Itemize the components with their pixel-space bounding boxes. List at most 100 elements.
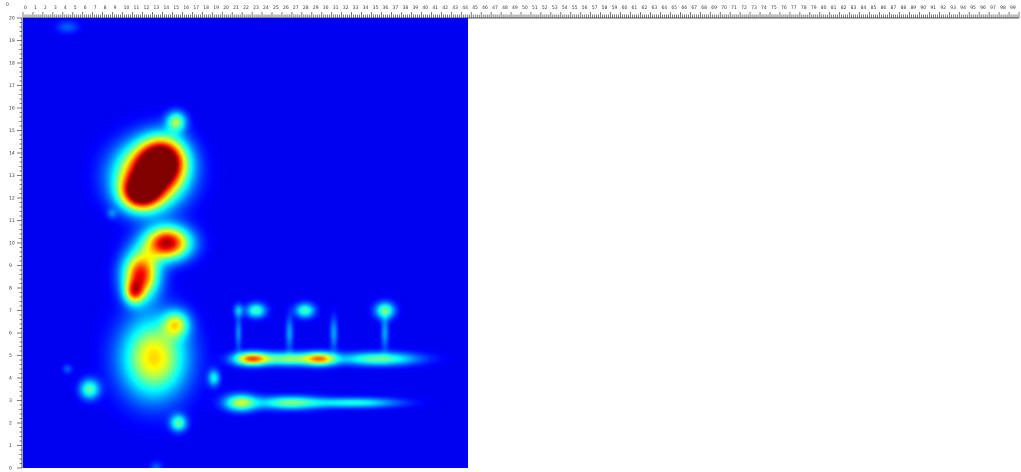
x-tick-label: 90 — [920, 5, 926, 11]
x-tick-label: 3 — [54, 5, 57, 11]
x-tick-label: 42 — [442, 5, 448, 11]
x-tick-label: 0 — [24, 5, 27, 11]
x-tick-label: 52 — [542, 5, 548, 11]
x-tick-label: 87 — [891, 5, 897, 11]
x-tick-label: 14 — [163, 5, 169, 11]
y-tick-label: 19 — [9, 38, 15, 44]
y-tick-label: 9 — [9, 263, 12, 269]
x-tick-label: 81 — [831, 5, 837, 11]
y-tick-label: 20 — [9, 16, 15, 22]
x-tick-label: 13 — [153, 5, 159, 11]
y-tick-label: 3 — [9, 398, 12, 404]
x-tick-label: 43 — [452, 5, 458, 11]
x-tick-label: 11 — [134, 5, 140, 11]
x-tick-label: 30 — [323, 5, 329, 11]
x-tick-label: 67 — [691, 5, 697, 11]
x-tick-label: 16 — [183, 5, 189, 11]
x-tick-label: 38 — [402, 5, 408, 11]
x-tick-label: 53 — [552, 5, 558, 11]
x-tick-label: 56 — [582, 5, 588, 11]
x-tick-label: 4 — [64, 5, 67, 11]
x-tick-label: 21 — [233, 5, 239, 11]
heatmap-image — [23, 18, 468, 468]
y-tick-label: 4 — [9, 376, 12, 382]
x-tick-label: 58 — [602, 5, 608, 11]
x-tick-label: 89 — [910, 5, 916, 11]
y-tick-label: 17 — [9, 83, 15, 89]
y-tick-label: 10 — [9, 241, 15, 247]
x-tick-label: 51 — [532, 5, 538, 11]
x-tick-label: 50 — [522, 5, 528, 11]
x-tick-label: 66 — [681, 5, 687, 11]
x-tick-label: 62 — [642, 5, 648, 11]
x-tick-label: 46 — [482, 5, 488, 11]
x-tick-label: 80 — [821, 5, 827, 11]
plot-area — [23, 18, 468, 468]
x-tick-label: 26 — [283, 5, 289, 11]
x-tick-label: 41 — [432, 5, 438, 11]
x-tick-label: 44 — [462, 5, 468, 11]
y-tick-label: 7 — [9, 308, 12, 314]
x-tick-label: 65 — [671, 5, 677, 11]
x-tick-label: 8 — [104, 5, 107, 11]
x-tick-label: 95 — [970, 5, 976, 11]
x-tick-label: 7 — [94, 5, 97, 11]
x-tick-label: 33 — [353, 5, 359, 11]
x-tick-label: 69 — [711, 5, 717, 11]
x-tick-label: 71 — [731, 5, 737, 11]
y-tick-label: 5 — [9, 353, 12, 359]
x-tick-label: 39 — [412, 5, 418, 11]
x-tick-label: 63 — [651, 5, 657, 11]
y-tick-label: 13 — [9, 173, 15, 179]
x-tick-label: 18 — [203, 5, 209, 11]
x-tick-label: 36 — [383, 5, 389, 11]
x-tick-label: 55 — [572, 5, 578, 11]
x-tick-label: 23 — [253, 5, 259, 11]
x-tick-label: 9 — [114, 5, 117, 11]
y-tick-label: 18 — [9, 61, 15, 67]
x-tick-label: 79 — [811, 5, 817, 11]
x-tick-label: 61 — [632, 5, 638, 11]
x-tick-label: 32 — [343, 5, 349, 11]
x-tick-label: 17 — [193, 5, 199, 11]
x-tick-label: 59 — [612, 5, 618, 11]
x-tick-label: 60 — [622, 5, 628, 11]
x-tick-label: 5 — [74, 5, 77, 11]
x-tick-label: 57 — [592, 5, 598, 11]
x-tick-label: 64 — [661, 5, 667, 11]
x-tick-label: 94 — [960, 5, 966, 11]
x-tick-label: 99 — [1010, 5, 1016, 11]
x-tick-label: 84 — [861, 5, 867, 11]
x-tick-label: 37 — [393, 5, 399, 11]
x-tick-label: 45 — [472, 5, 478, 11]
x-tick-label: 47 — [492, 5, 498, 11]
x-axis-ruler: 0 1 2 3 4 5 6 7 8 9 10 11 12 13 14 15 16 17 18 19 20 21 22 23 24… — [22, 5, 1020, 19]
x-tick-label: 88 — [900, 5, 906, 11]
x-tick-label: 1 — [34, 5, 37, 11]
y-tick-label: 12 — [9, 196, 15, 202]
x-tick-label: 70 — [721, 5, 727, 11]
x-tick-label: 91 — [930, 5, 936, 11]
x-tick-label: 6 — [84, 5, 87, 11]
y-tick-label: 6 — [9, 331, 12, 337]
x-tick-label: 40 — [422, 5, 428, 11]
x-tick-label: 68 — [701, 5, 707, 11]
x-tick-label: 24 — [263, 5, 269, 11]
x-tick-label: 86 — [881, 5, 887, 11]
x-tick-label: 49 — [512, 5, 518, 11]
y-tick-label: 14 — [9, 151, 15, 157]
x-tick-label: 74 — [761, 5, 767, 11]
y-tick-label: 8 — [9, 286, 12, 292]
x-tick-label: 19 — [213, 5, 219, 11]
x-tick-label: 27 — [293, 5, 299, 11]
x-tick-label: 20 — [223, 5, 229, 11]
x-tick-label: 22 — [243, 5, 249, 11]
x-tick-label: 28 — [303, 5, 309, 11]
x-tick-label: 85 — [871, 5, 877, 11]
x-tick-label: 34 — [363, 5, 369, 11]
x-tick-label: 97 — [990, 5, 996, 11]
x-tick-label: 29 — [313, 5, 319, 11]
x-tick-label: 77 — [791, 5, 797, 11]
